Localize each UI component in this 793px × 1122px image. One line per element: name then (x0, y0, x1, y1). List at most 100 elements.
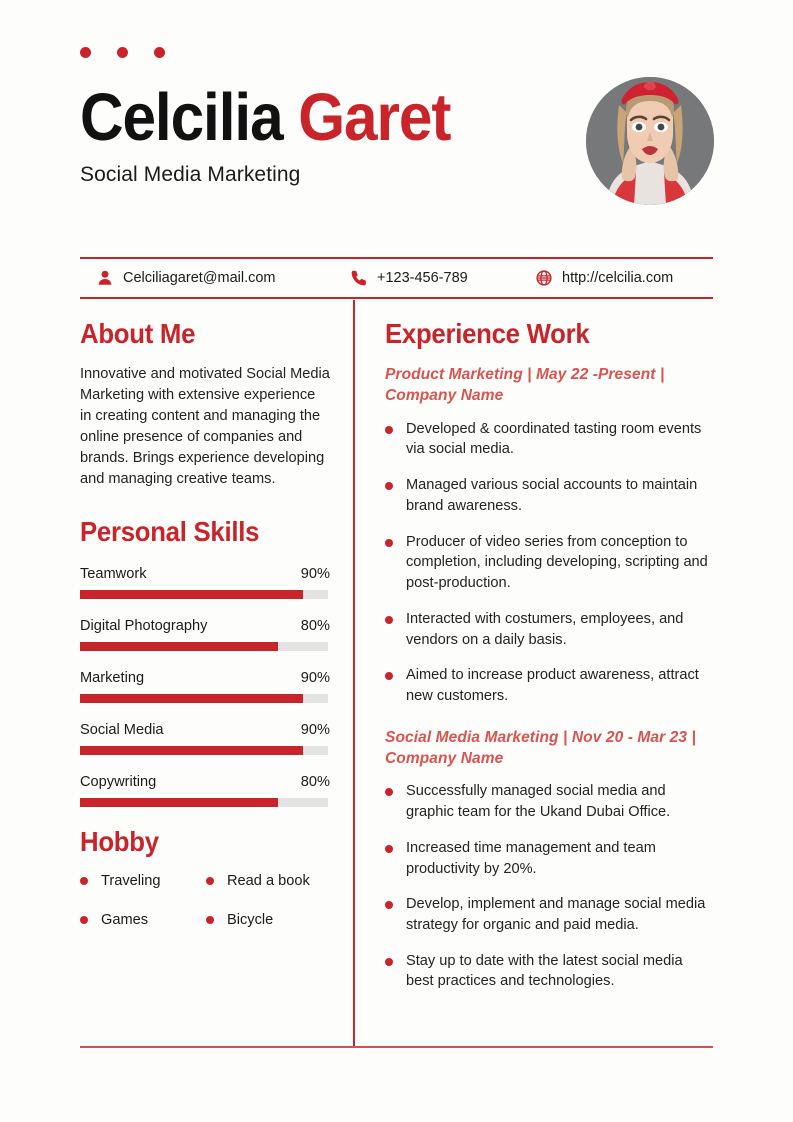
skill-bar-fill (80, 590, 304, 599)
job-bullets: Successfully managed social media and gr… (385, 781, 713, 992)
profile-photo-illustration (586, 77, 714, 205)
skill-item: Marketing 90% (80, 670, 330, 703)
first-name: Celcilia (80, 80, 284, 155)
hobby-list: Traveling Read a book Games Bicycle (80, 873, 330, 928)
bullet-text: Successfully managed social media and gr… (406, 783, 671, 821)
hobby-label: Traveling (101, 873, 161, 889)
bullet-dot-icon (206, 877, 214, 885)
bullet-dot-icon (80, 877, 88, 885)
bullet-dot-icon (385, 672, 393, 681)
bullet-item: Aimed to increase product awareness, att… (385, 665, 713, 706)
hobby-item: Read a book (206, 873, 330, 889)
about-text: Innovative and motivated Social Media Ma… (80, 366, 330, 487)
contact-rule-bottom (80, 297, 713, 299)
bullet-item: Producer of video series from conception… (385, 532, 713, 594)
hobby-label: Bicycle (227, 912, 274, 928)
skill-label: Copywriting (80, 774, 157, 790)
bullet-text: Producer of video series from conception… (406, 533, 708, 592)
bullet-item: Stay up to date with the latest social m… (385, 951, 713, 992)
dot-3 (154, 47, 165, 58)
bottom-rule (80, 1046, 713, 1048)
skill-percent: 90% (300, 722, 330, 738)
bullet-item: Developed & coordinated tasting room eve… (385, 419, 713, 460)
person-icon (98, 270, 112, 285)
job-title: Social Media Marketing | Nov 20 - Mar 23… (385, 728, 696, 768)
contact-bar: Celciliagaret@mail.com +123-456-789 http… (80, 259, 713, 297)
hobby-item: Bicycle (206, 912, 330, 928)
hobby-label: Games (101, 912, 149, 928)
bullet-item: Interacted with costumers, employees, an… (385, 609, 713, 650)
skill-bar-fill (80, 746, 304, 755)
page-title: Celcilia Garet (80, 84, 650, 151)
hobby-item: Games (80, 912, 206, 928)
dot-1 (80, 47, 91, 58)
skill-bar-track (80, 746, 328, 755)
skill-bar-fill (80, 798, 279, 807)
hobby-item: Traveling (80, 873, 206, 889)
skill-percent: 90% (300, 566, 330, 582)
hobby-label: Read a book (227, 873, 310, 889)
skill-label: Social Media (80, 722, 164, 738)
skill-item: Copywriting 80% (80, 774, 330, 807)
about-heading: About Me (80, 318, 196, 349)
skill-bar-track (80, 590, 328, 599)
contact-email-text: Celciliagaret@mail.com (123, 270, 276, 286)
contact-website[interactable]: http://celcilia.com (535, 269, 713, 287)
contact-phone-text: +123-456-789 (377, 270, 468, 286)
dot-2 (117, 47, 128, 58)
skill-item: Social Media 90% (80, 722, 330, 755)
left-column: About Me Innovative and motivated Social… (80, 318, 330, 928)
right-column: Experience Work Product Marketing | May … (385, 318, 713, 1007)
bullet-dot-icon (206, 916, 214, 924)
bullet-item: Successfully managed social media and gr… (385, 781, 713, 822)
skills-heading: Personal Skills (80, 516, 260, 547)
skill-label: Digital Photography (80, 618, 208, 634)
decorative-dots (80, 47, 165, 58)
bullet-item: Managed various social accounts to maint… (385, 475, 713, 516)
skill-percent: 80% (300, 618, 330, 634)
contact-phone[interactable]: +123-456-789 (350, 269, 535, 287)
hobby-section: Hobby Traveling Read a book Games Bicycl… (80, 826, 330, 928)
contact-email[interactable]: Celciliagaret@mail.com (80, 269, 350, 287)
bullet-dot-icon (385, 482, 393, 491)
header: Celcilia Garet Social Media Marketing (80, 84, 713, 220)
bullet-text: Stay up to date with the latest social m… (406, 952, 683, 990)
skill-label: Marketing (80, 670, 145, 686)
skill-bar-fill (80, 694, 304, 703)
hobby-heading: Hobby (80, 826, 159, 857)
job-title: Product Marketing | May 22 -Present | Co… (385, 366, 665, 405)
bullet-dot-icon (385, 901, 393, 910)
skill-bar-track (80, 694, 328, 703)
avatar (586, 77, 714, 205)
bullet-dot-icon (385, 957, 393, 966)
skill-item: Digital Photography 80% (80, 618, 330, 651)
bullet-text: Interacted with costumers, employees, an… (406, 610, 684, 648)
skill-item: Teamwork 90% (80, 566, 330, 599)
last-name: Garet (298, 80, 451, 155)
skill-percent: 90% (300, 670, 330, 686)
contact-website-text: http://celcilia.com (562, 270, 674, 286)
column-divider (353, 300, 355, 1048)
experience-job: Product Marketing | May 22 -Present | Co… (385, 364, 713, 707)
job-role-subtitle: Social Media Marketing (80, 162, 301, 186)
phone-icon (351, 270, 366, 286)
bullet-text: Aimed to increase product awareness, att… (406, 667, 699, 704)
globe-icon (536, 270, 552, 286)
bullet-text: Managed various social accounts to maint… (406, 477, 698, 514)
bullet-dot-icon (80, 916, 88, 924)
skill-bar-track (80, 642, 328, 651)
bullet-text: Develop, implement and manage social med… (406, 896, 706, 933)
job-bullets: Developed & coordinated tasting room eve… (385, 419, 713, 707)
bullet-text: Increased time management and team produ… (406, 839, 656, 877)
bullet-text: Developed & coordinated tasting room eve… (406, 420, 702, 458)
bullet-item: Increased time management and team produ… (385, 838, 713, 879)
contact-rule-top (80, 257, 713, 259)
skill-label: Teamwork (80, 566, 147, 582)
skill-bar-fill (80, 642, 279, 651)
bullet-dot-icon (385, 538, 393, 547)
bullet-dot-icon (385, 788, 393, 797)
bullet-dot-icon (385, 615, 393, 624)
skills-list: Teamwork 90% Digital Photography 80% Mar… (80, 566, 330, 807)
experience-job: Social Media Marketing | Nov 20 - Mar 23… (385, 727, 713, 993)
